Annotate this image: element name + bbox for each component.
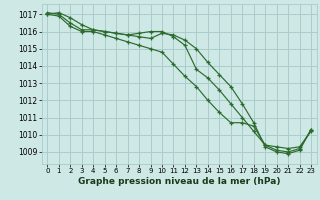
X-axis label: Graphe pression niveau de la mer (hPa): Graphe pression niveau de la mer (hPa) xyxy=(78,177,280,186)
